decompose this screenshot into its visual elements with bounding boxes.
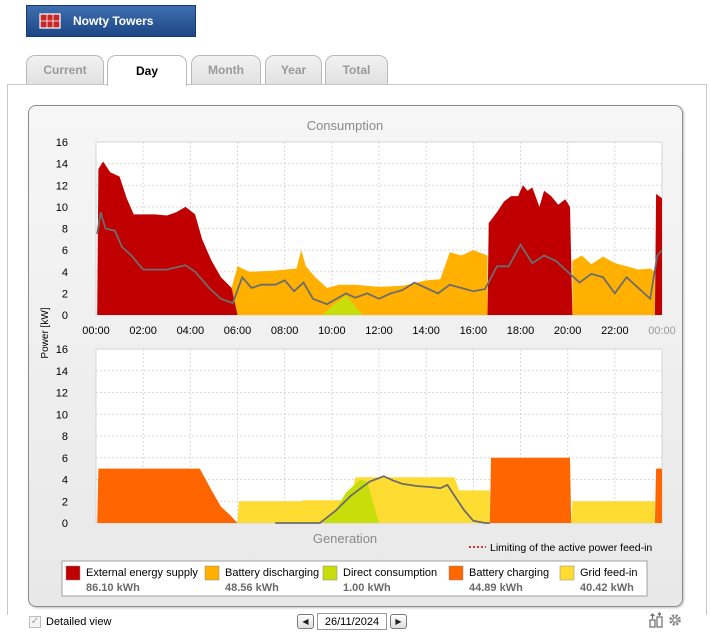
generation-y-tick-label: 16 bbox=[56, 344, 68, 356]
legend-swatch bbox=[322, 565, 338, 581]
x-tick-label: 10:00 bbox=[318, 325, 346, 337]
legend-series-name: Direct consumption bbox=[343, 567, 437, 579]
x-tick-label: 22:00 bbox=[601, 325, 629, 337]
settings-gear-icon[interactable] bbox=[667, 612, 683, 628]
x-tick-label: 14:00 bbox=[412, 325, 440, 337]
consumption-y-tick-label: 2 bbox=[62, 288, 68, 300]
chart-tools bbox=[648, 612, 686, 628]
x-tick-label: 00:00 bbox=[82, 325, 110, 337]
generation-y-tick-label: 4 bbox=[62, 475, 68, 487]
consumption-y-tick-label: 0 bbox=[62, 310, 68, 322]
date-input[interactable] bbox=[317, 613, 387, 630]
consumption-y-tick-label: 12 bbox=[56, 180, 68, 192]
brand-name: Nowty Towers bbox=[73, 14, 154, 28]
legend-series-value: 86.10 kWh bbox=[86, 582, 140, 594]
legend-item: Direct consumption 1.00 kWh bbox=[322, 565, 437, 594]
legend-box bbox=[61, 560, 648, 597]
legend-series-name: Battery charging bbox=[469, 567, 549, 579]
legend-swatch bbox=[204, 565, 220, 581]
battery-charging-area bbox=[97, 457, 662, 523]
next-day-button[interactable]: ▶ bbox=[390, 614, 407, 629]
export-icon[interactable] bbox=[648, 612, 664, 628]
consumption-y-tick-label: 16 bbox=[56, 137, 68, 149]
legend-series-name: Grid feed-in bbox=[580, 567, 637, 579]
generation-line bbox=[275, 475, 490, 524]
date-navigator: ◀ ▶ bbox=[297, 613, 407, 630]
legend-item: Grid feed-in 40.42 kWh bbox=[559, 565, 637, 594]
generation-y-tick-label: 10 bbox=[56, 409, 68, 421]
tab-total[interactable]: Total bbox=[325, 55, 388, 84]
generation-y-tick-label: 8 bbox=[62, 431, 68, 443]
consumption-title: Consumption bbox=[307, 118, 384, 133]
generation-y-tick-label: 6 bbox=[62, 453, 68, 465]
legend-item: Battery charging 44.89 kWh bbox=[448, 565, 549, 594]
x-tick-label: 18:00 bbox=[507, 325, 535, 337]
legend-item: External energy supply 86.10 kWh bbox=[65, 565, 198, 594]
legend-series-value: 40.42 kWh bbox=[580, 582, 634, 594]
generation-y-tick-label: 12 bbox=[56, 388, 68, 400]
x-tick-label: 08:00 bbox=[271, 325, 299, 337]
generation-y-tick-label: 14 bbox=[56, 366, 68, 378]
limit-legend-label: Limiting of the active power feed-in bbox=[490, 542, 652, 554]
x-tick-label: 16:00 bbox=[460, 325, 488, 337]
legend-series-name: Battery discharging bbox=[225, 567, 319, 579]
tab-day[interactable]: Day bbox=[107, 55, 187, 86]
consumption-y-tick-label: 14 bbox=[56, 159, 68, 171]
legend-swatch bbox=[448, 565, 464, 581]
x-tick-label: 04:00 bbox=[177, 325, 205, 337]
legend-series-value: 44.89 kWh bbox=[469, 582, 523, 594]
generation-y-tick-label: 0 bbox=[62, 518, 68, 530]
x-tick-label: 12:00 bbox=[365, 325, 393, 337]
x-tick-label: 02:00 bbox=[129, 325, 157, 337]
y-axis-label: Power [kW] bbox=[40, 307, 51, 358]
x-tick-label: 20:00 bbox=[554, 325, 582, 337]
legend-series-name: External energy supply bbox=[86, 567, 198, 579]
detailed-view-checkbox[interactable]: ✓ bbox=[29, 616, 41, 628]
legend-swatch bbox=[65, 565, 81, 581]
solar-panel-icon bbox=[39, 13, 61, 29]
direct-consumption-area bbox=[322, 295, 363, 315]
energy-chart-box: 0 2 4 6 8 10 12 14 16 0 2 4 6 8 10 12 14 16 00:00 02:00 04:0… bbox=[28, 105, 683, 607]
legend-series-value: 48.56 kWh bbox=[225, 582, 279, 594]
brand-logo: Nowty Towers bbox=[26, 5, 196, 37]
x-tick-label: 00:00 bbox=[648, 325, 676, 337]
legend: External energy supply 86.10 kWh Battery d… bbox=[61, 560, 648, 597]
legend-item: Battery discharging 48.56 kWh bbox=[204, 565, 319, 594]
consumption-y-tick-label: 4 bbox=[62, 267, 68, 279]
legend-swatch bbox=[559, 565, 575, 581]
consumption-y-tick-label: 8 bbox=[62, 224, 68, 236]
previous-day-button[interactable]: ◀ bbox=[297, 614, 314, 629]
consumption-y-tick-label: 10 bbox=[56, 202, 68, 214]
consumption-y-tick-label: 6 bbox=[62, 245, 68, 257]
legend-series-value: 1.00 kWh bbox=[343, 582, 391, 594]
detailed-view-label: Detailed view bbox=[46, 616, 112, 628]
generation-direct-consumption-area bbox=[322, 479, 379, 523]
detailed-view-toggle[interactable]: ✓ Detailed view bbox=[29, 616, 111, 628]
tab-current[interactable]: Current bbox=[26, 55, 104, 84]
generation-y-tick-label: 2 bbox=[62, 496, 68, 508]
tab-year[interactable]: Year bbox=[265, 55, 322, 84]
external-supply-area bbox=[97, 161, 662, 315]
tab-month[interactable]: Month bbox=[191, 55, 261, 84]
x-tick-label: 06:00 bbox=[224, 325, 252, 337]
energy-chart: 0 2 4 6 8 10 12 14 16 0 2 4 6 8 10 12 14 16 00:00 02:00 04:0… bbox=[40, 118, 676, 597]
consumption-line bbox=[96, 212, 663, 306]
generation-title: Generation bbox=[313, 531, 377, 546]
